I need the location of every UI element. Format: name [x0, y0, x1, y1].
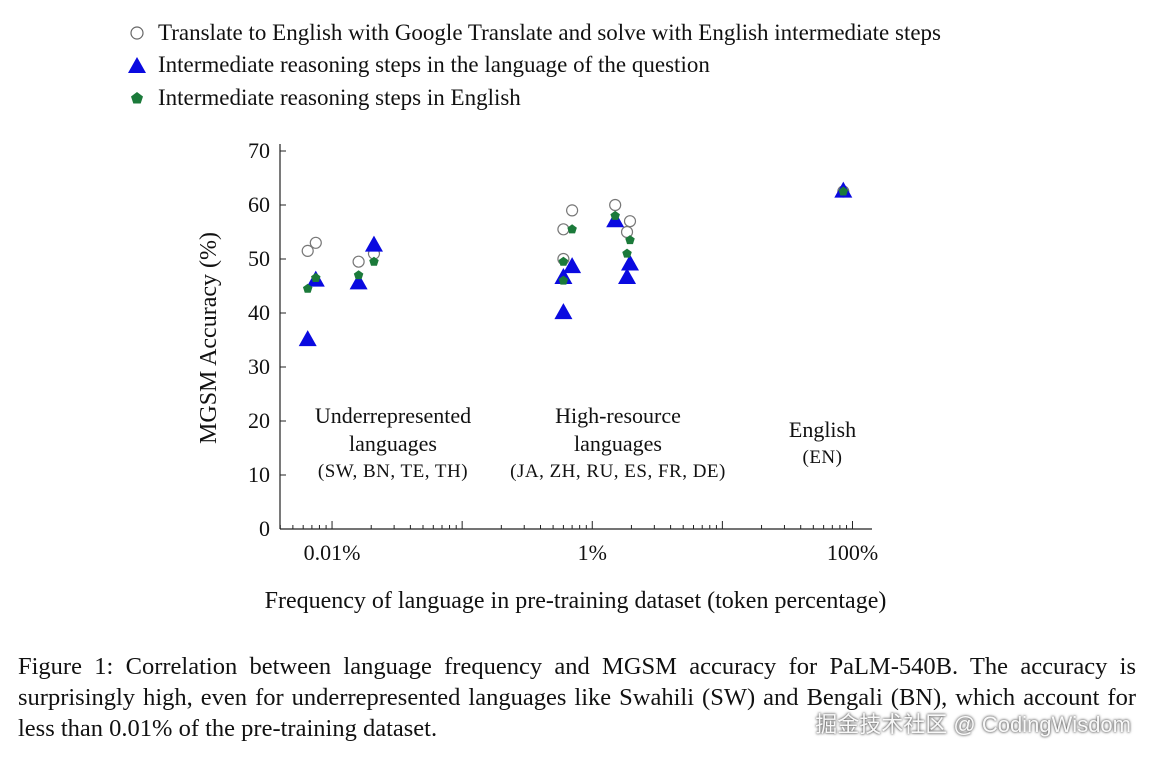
- x-axis-label: Frequency of language in pre-training da…: [264, 588, 887, 614]
- legend-label: Intermediate reasoning steps in the lang…: [158, 52, 710, 77]
- legend-item-translate: Translate to English with Google Transla…: [126, 19, 941, 47]
- point-native: [621, 254, 640, 271]
- legend-label: Intermediate reasoning steps in English: [158, 85, 521, 110]
- point-native: [364, 235, 383, 252]
- point-english-steps: [311, 272, 321, 282]
- point-translate: [309, 236, 322, 249]
- point-english-steps: [625, 235, 635, 245]
- point-native: [349, 273, 368, 290]
- y-tick-label: 60: [248, 192, 270, 217]
- point-translate: [352, 255, 365, 268]
- legend-item-english: Intermediate reasoning steps in English: [126, 84, 521, 112]
- scatter-chart: 0 10 20 30 40 50 60 70 0.01% 1% 100% MGSM Accuracy …: [196, 138, 878, 565]
- point-native: [298, 330, 317, 347]
- y-tick-label: 30: [248, 354, 270, 379]
- y-tick-label: 10: [248, 462, 270, 487]
- legend-item-native: Intermediate reasoning steps in the lang…: [126, 51, 710, 79]
- y-tick-label: 0: [259, 516, 270, 541]
- point-translate: [623, 215, 637, 228]
- point-native: [618, 267, 637, 284]
- group-subtitle: languages: [349, 431, 437, 456]
- point-english-steps: [353, 270, 364, 280]
- watermark: 掘金技术社区 @ CodingWisdom: [815, 712, 1131, 737]
- point-translate: [557, 223, 570, 236]
- group-codes: (EN): [802, 447, 843, 468]
- point-translate: [609, 198, 622, 212]
- open-circle-icon: [126, 22, 148, 44]
- point-english-steps: [622, 248, 632, 258]
- y-tick-label: 70: [248, 138, 270, 163]
- group-subtitle: languages: [574, 431, 662, 456]
- point-translate: [566, 204, 579, 217]
- x-tick-label: 1%: [578, 540, 607, 565]
- pentagon-icon: [126, 87, 148, 109]
- group-codes: (SW, BN, TE, TH): [317, 461, 469, 482]
- point-english-steps: [369, 256, 379, 266]
- y-tick-label: 50: [248, 246, 270, 271]
- point-english-steps: [838, 186, 849, 196]
- group-label-english: English (EN): [760, 416, 885, 472]
- point-native: [563, 257, 582, 274]
- point-english-steps: [302, 283, 313, 293]
- group-title: High-resource: [555, 403, 681, 428]
- point-english-steps: [558, 256, 569, 266]
- legend-label: Translate to English with Google Transla…: [158, 20, 941, 45]
- figure-caption: Figure 1: Correlation between language f…: [18, 653, 1136, 742]
- point-native: [554, 303, 573, 320]
- point-english-steps: [610, 210, 620, 220]
- group-title: English: [788, 417, 857, 442]
- x-tick-label: 100%: [827, 540, 878, 565]
- group-title: Underrepresented: [314, 403, 472, 428]
- group-label-high-resource: High-resource languages (JA, ZH, RU, ES,…: [488, 402, 748, 486]
- point-english-steps: [558, 275, 569, 285]
- x-tick-label: 0.01%: [304, 540, 361, 565]
- point-translate: [301, 244, 314, 257]
- group-label-underrepresented: Underrepresented languages (SW, BN, TE, …: [282, 402, 504, 486]
- y-tick-label: 20: [248, 408, 270, 433]
- y-axis-label: MGSM Accuracy (%): [196, 232, 222, 444]
- point-english-steps: [567, 224, 577, 234]
- group-codes: (JA, ZH, RU, ES, FR, DE): [510, 461, 726, 482]
- y-tick-label: 40: [248, 300, 270, 325]
- triangle-icon: [126, 54, 148, 76]
